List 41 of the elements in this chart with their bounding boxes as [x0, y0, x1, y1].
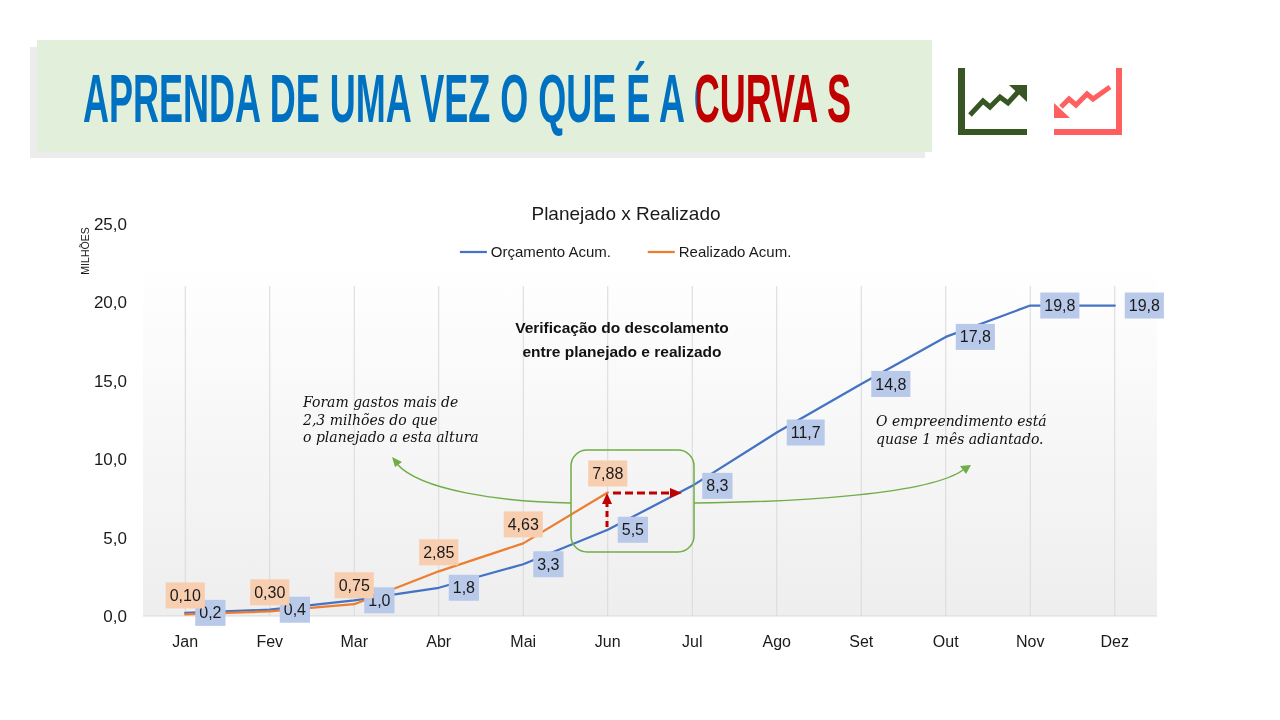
- x-tick-label: Abr: [426, 633, 452, 650]
- x-tick-label: Jul: [682, 633, 703, 650]
- data-label: 19,8: [1044, 297, 1076, 315]
- x-tick-label: Set: [849, 633, 874, 650]
- data-label: 4,63: [507, 516, 539, 533]
- y-tick-label: 0,0: [103, 606, 127, 626]
- data-label: 0,30: [254, 583, 286, 601]
- x-tick-label: Nov: [1016, 633, 1045, 650]
- data-label: 0,75: [338, 576, 370, 594]
- y-tick-label: 20,0: [93, 293, 127, 313]
- data-label: 3,3: [537, 555, 560, 573]
- data-label: 11,7: [790, 424, 821, 442]
- x-tick-label: Mai: [510, 633, 537, 650]
- y-tick-label: 5,0: [103, 528, 127, 548]
- data-label: 5,5: [621, 521, 645, 539]
- y-tick-label: 25,0: [93, 214, 127, 234]
- y-tick-label: 10,0: [93, 450, 127, 470]
- legend-label: Orçamento Acum.: [490, 243, 611, 261]
- x-tick-label: Fev: [256, 633, 284, 650]
- chart-subtitle: Planejado x Realizado: [531, 203, 721, 224]
- data-label: 2,85: [423, 543, 455, 561]
- data-label: 0,10: [169, 587, 201, 605]
- data-label: 7,88: [592, 465, 624, 483]
- x-tick-label: Jan: [172, 633, 199, 650]
- x-tick-label: Dez: [1100, 633, 1129, 650]
- annotation: O empreendimento está quase 1 mês adiantado.: [876, 413, 1047, 447]
- chart-title: APRENDA DE UMA VEZ O QUE É A CURVA S: [83, 60, 852, 137]
- y-tick-label: 15,0: [93, 371, 127, 391]
- x-tick-label: Ago: [762, 633, 792, 650]
- data-label: 17,8: [959, 328, 991, 346]
- annotation: Verificação do descolamento entre planejado e realizado: [515, 319, 729, 360]
- data-label: 1,8: [452, 579, 476, 597]
- y-axis-title: MILHÕES: [79, 227, 91, 275]
- data-label: 8,3: [706, 477, 729, 495]
- annotation: Foram gastos mais de 2,3 milhões do que o planejado a esta altura: [302, 394, 479, 445]
- legend-label: Realizado Acum.: [678, 243, 792, 261]
- data-label: 19,8: [1128, 297, 1160, 315]
- x-tick-label: Mar: [340, 633, 369, 650]
- x-tick-label: Jun: [594, 633, 621, 650]
- x-tick-label: Out: [932, 633, 960, 650]
- data-label: 14,8: [875, 375, 907, 393]
